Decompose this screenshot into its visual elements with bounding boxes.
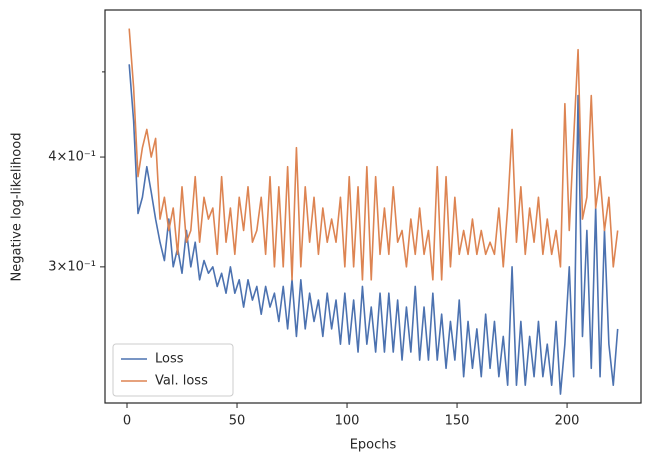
x-tick-label: 200 <box>555 414 580 429</box>
line-series <box>128 28 619 281</box>
legend-label: Val. loss <box>155 374 208 389</box>
legend-label: Loss <box>155 352 184 367</box>
x-tick-label: 0 <box>123 414 131 429</box>
x-tick-label: 50 <box>229 414 246 429</box>
x-tick-label: 100 <box>335 414 360 429</box>
y-axis-label: Negative log-likelihood <box>10 133 25 282</box>
plot-frame <box>104 9 642 404</box>
y-tick-label: 4×10⁻¹ <box>48 150 96 165</box>
legend: Loss Val. loss <box>112 343 234 397</box>
legend-box <box>112 343 234 397</box>
x-axis-label: Epochs <box>350 438 397 453</box>
line-series <box>128 64 619 395</box>
y-tick-label: 3×10⁻¹ <box>48 259 96 274</box>
x-tick-label: 150 <box>445 414 470 429</box>
